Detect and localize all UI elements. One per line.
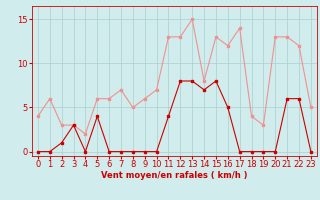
X-axis label: Vent moyen/en rafales ( km/h ): Vent moyen/en rafales ( km/h ) [101, 171, 248, 180]
